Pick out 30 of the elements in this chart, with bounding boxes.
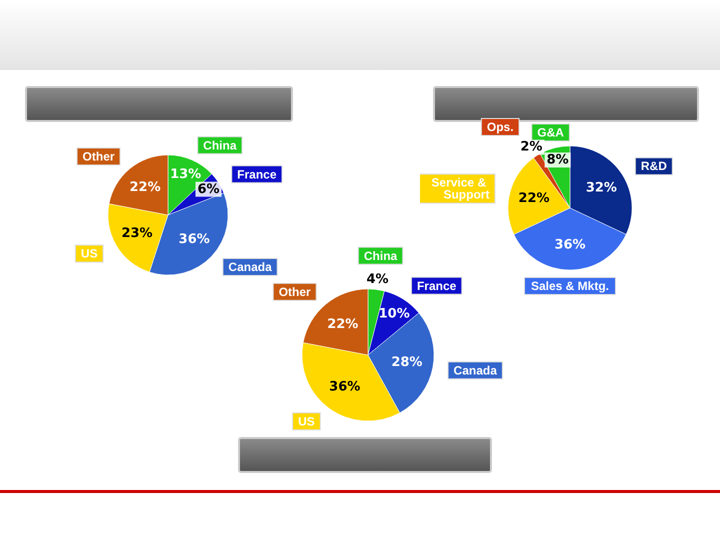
data-label: 28%	[391, 354, 422, 370]
slice-label: China	[364, 248, 398, 263]
slice-label: China	[203, 138, 237, 152]
slice-label: G&A	[537, 125, 564, 140]
data-label: 8%	[546, 152, 569, 168]
slice-label: Other	[82, 149, 115, 164]
data-label: 36%	[178, 232, 210, 248]
slice-label: France	[237, 167, 277, 182]
data-label: 32%	[586, 180, 617, 196]
slice-label: Ops.	[486, 120, 514, 134]
data-label: 2%	[520, 140, 542, 155]
data-label: 36%	[329, 380, 360, 395]
slice-label: Other	[278, 284, 312, 299]
slice-label: Service & Support	[431, 176, 490, 202]
data-label: 4%	[366, 272, 389, 288]
data-label: 6%	[197, 182, 220, 197]
data-label: 22%	[327, 316, 358, 332]
data-label: 22%	[518, 191, 550, 206]
slice-label: France	[416, 278, 457, 293]
slice-label: Canada	[454, 363, 498, 378]
slice-label: Canada	[228, 260, 272, 274]
slice-label: US	[298, 414, 315, 428]
slice-label: R&D	[640, 159, 668, 174]
data-label: 13%	[170, 166, 202, 182]
data-label: 36%	[554, 238, 586, 253]
slice-label: US	[80, 246, 98, 261]
data-label: 23%	[121, 226, 153, 241]
data-label: 10%	[378, 306, 410, 322]
data-label: 22%	[129, 180, 161, 195]
slice-label: Sales & Mktg.	[530, 279, 610, 293]
